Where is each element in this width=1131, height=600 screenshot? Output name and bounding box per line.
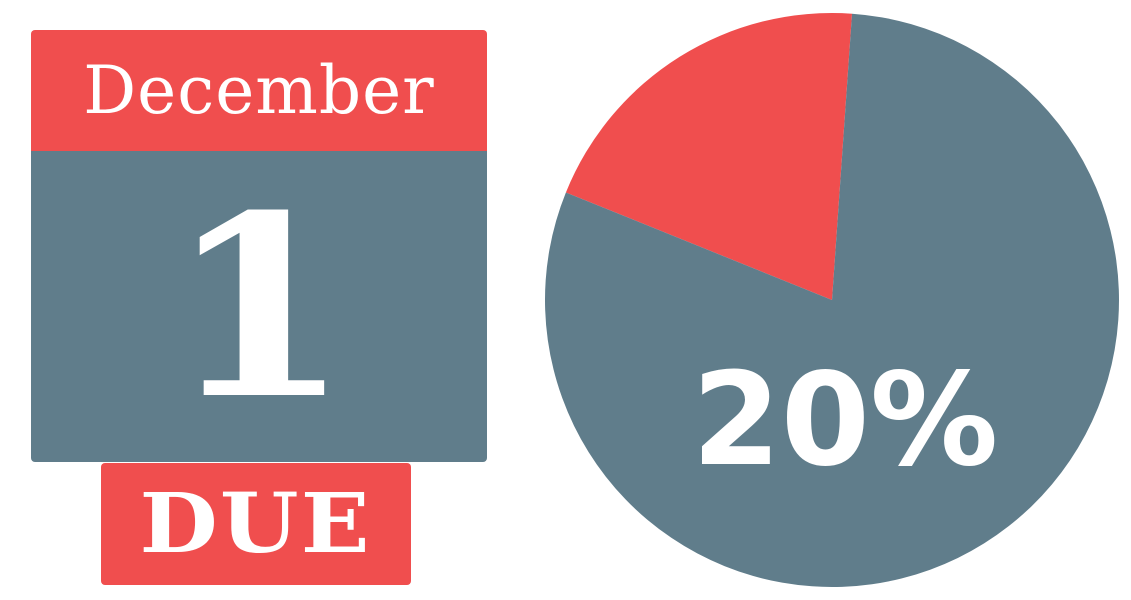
pie-slice-highlight	[565, 12, 853, 300]
calendar-day: 1	[167, 159, 351, 454]
pie-slice-rest	[545, 13, 1119, 587]
calendar-card: December 1	[31, 30, 487, 462]
pie-chart-svg: 20%	[545, 12, 1119, 587]
pie-chart: 20%	[545, 12, 1121, 588]
pie-percentage-label: 20%	[692, 346, 998, 495]
due-label: DUE	[139, 476, 373, 572]
due-badge: DUE	[101, 463, 411, 585]
calendar-day-panel: 1	[31, 151, 487, 462]
calendar-month-header: December	[31, 30, 487, 151]
calendar-month: December	[83, 52, 435, 129]
